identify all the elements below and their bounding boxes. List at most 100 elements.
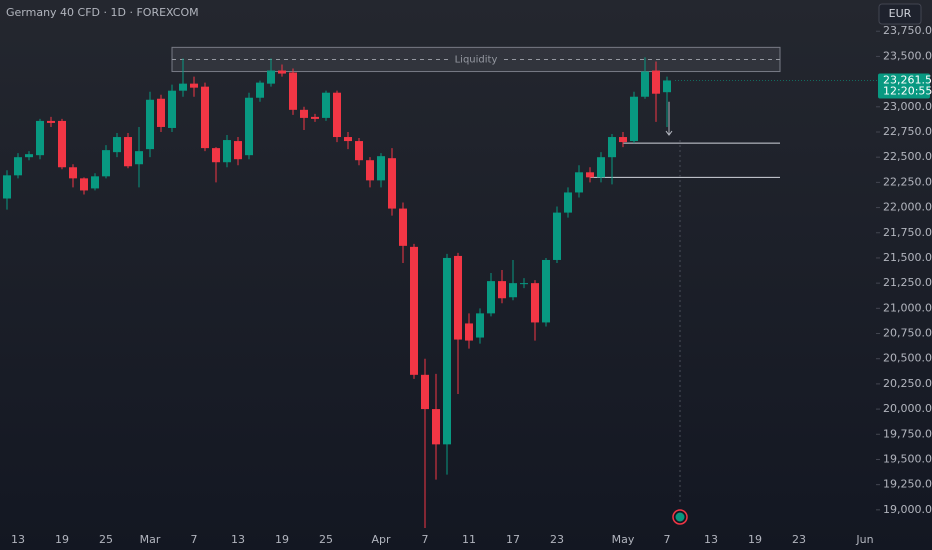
x-tick-label: 19	[275, 533, 289, 546]
liquidity-zone	[171, 46, 781, 73]
candle-body	[146, 99, 154, 150]
candle-body	[476, 313, 484, 338]
y-tick-label: 23,750.0	[883, 24, 932, 37]
chart-title: Germany 40 CFD · 1D · FOREXCOM	[6, 6, 199, 19]
candle-body	[47, 120, 55, 123]
candle-body	[256, 82, 264, 98]
y-tick-label: 20,750.0	[883, 327, 932, 340]
arrow-head	[665, 130, 673, 136]
candle-body	[135, 151, 143, 165]
candle-body	[333, 92, 341, 138]
candle-body	[80, 178, 88, 191]
y-tick-label: 20,500.0	[883, 352, 932, 365]
candle-body	[608, 137, 616, 158]
candle-body	[630, 96, 638, 142]
candle-body	[421, 374, 429, 410]
countdown-label: 12:20:55	[883, 84, 932, 97]
candle-body	[366, 160, 374, 181]
candle-body	[553, 212, 561, 260]
last-price-tag	[878, 73, 930, 99]
x-tick-label: Jun	[855, 533, 873, 546]
candle-body	[443, 257, 451, 445]
candle-body	[410, 246, 418, 375]
candle-body	[3, 175, 11, 199]
y-tick-label: 19,750.0	[883, 427, 932, 440]
x-tick-label: 13	[231, 533, 245, 546]
candle-body	[168, 90, 176, 128]
candle-body	[25, 154, 33, 158]
y-tick-label: 19,000.0	[883, 503, 932, 516]
y-tick-label: 21,750.0	[883, 226, 932, 239]
candle-body	[234, 141, 242, 160]
x-tick-label: 23	[550, 533, 564, 546]
candle-body	[520, 283, 528, 285]
candle-body	[278, 70, 286, 74]
candle-body	[586, 172, 594, 178]
y-tick-label: 21,000.0	[883, 301, 932, 314]
candle-body	[388, 158, 396, 209]
candle-body	[58, 120, 66, 168]
candle-body	[344, 137, 352, 142]
x-tick-label: 25	[99, 533, 113, 546]
candle-body	[377, 156, 385, 181]
candle-body	[454, 255, 462, 340]
candle-body	[311, 116, 319, 119]
x-tick-label: 19	[55, 533, 69, 546]
y-tick-label: 19,500.0	[883, 452, 932, 465]
y-tick-label: 23,000.0	[883, 100, 932, 113]
x-tick-label: 7	[422, 533, 429, 546]
last-price-label: 23,261.5	[883, 73, 932, 86]
candle-body	[542, 259, 550, 323]
x-tick-label: May	[612, 533, 635, 546]
candle-body	[432, 409, 440, 445]
candle-body	[575, 172, 583, 193]
y-tick-label: 22,250.0	[883, 175, 932, 188]
currency-button[interactable]	[878, 3, 922, 25]
candle-body	[597, 157, 605, 178]
candle-body	[36, 120, 44, 156]
x-tick-label: 25	[319, 533, 333, 546]
x-tick-label: 23	[792, 533, 806, 546]
candle-body	[300, 109, 308, 118]
candle-body	[69, 167, 77, 179]
y-tick-label: 23,500.0	[883, 49, 932, 62]
candle-body	[212, 148, 220, 163]
candle-body	[201, 86, 209, 149]
x-tick-label: 13	[11, 533, 25, 546]
y-tick-label: 21,500.0	[883, 251, 932, 264]
candle-body	[531, 283, 539, 323]
candle-body	[14, 157, 22, 176]
y-tick-label: 21,250.0	[883, 276, 932, 289]
candle-body	[179, 83, 187, 91]
candle-body	[641, 71, 649, 97]
candle-body	[223, 140, 231, 163]
candle-body	[245, 97, 253, 156]
candle-body	[509, 283, 517, 298]
candle-body	[399, 208, 407, 246]
candle-body	[487, 281, 495, 314]
candle-body	[465, 323, 473, 341]
x-tick-label: 7	[191, 533, 198, 546]
liquidity-label: Liquidity	[455, 54, 498, 65]
candle-body	[267, 70, 275, 84]
x-tick-label: 17	[506, 533, 520, 546]
candle-body	[102, 150, 110, 177]
candle-body	[322, 92, 330, 118]
x-tick-label: 19	[748, 533, 762, 546]
candle-body	[355, 141, 363, 161]
x-tick-label: Apr	[371, 533, 391, 546]
currency-label[interactable]: EUR	[889, 7, 912, 20]
candle-body	[190, 83, 198, 88]
candle-body	[498, 281, 506, 299]
event-icon-inner	[675, 512, 685, 522]
candle-body	[91, 176, 99, 189]
candle-body	[124, 137, 132, 167]
y-tick-label: 20,250.0	[883, 377, 932, 390]
candle-body	[289, 72, 297, 110]
y-tick-label: 22,500.0	[883, 150, 932, 163]
x-tick-label: 13	[704, 533, 718, 546]
candle-body	[564, 192, 572, 213]
